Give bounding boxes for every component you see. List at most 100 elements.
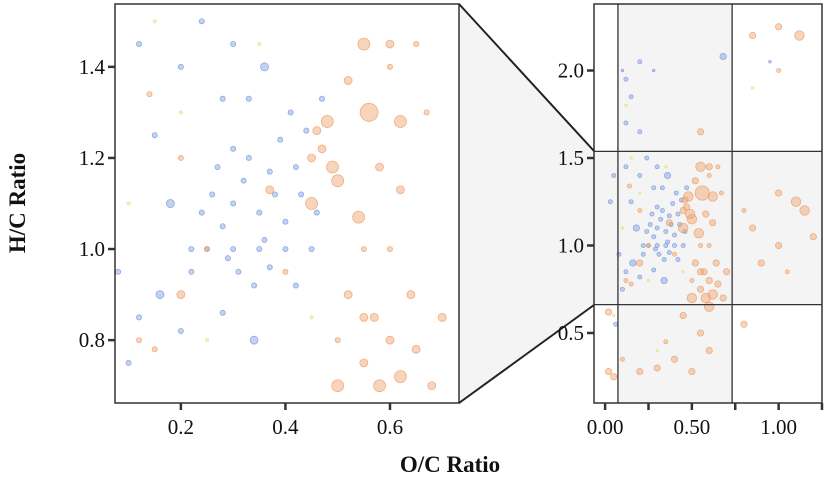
x-tick-label: 0.6 xyxy=(377,415,403,439)
data-point-blue xyxy=(188,246,195,252)
data-point-blue xyxy=(235,268,242,275)
data-point-blue xyxy=(292,164,299,171)
data-point-orange xyxy=(605,367,613,376)
data-point-blue xyxy=(620,286,625,292)
data-point-orange xyxy=(359,103,379,122)
data-point-orange xyxy=(636,367,644,376)
data-point-blue xyxy=(266,168,273,175)
data-point-orange xyxy=(305,197,318,210)
y-axis-title: H/C Ratio xyxy=(5,153,30,253)
data-point-blue xyxy=(620,68,625,73)
data-point-blue xyxy=(644,229,650,234)
data-point-orange xyxy=(784,269,790,275)
data-point-blue xyxy=(628,94,634,100)
zoomed-panel-axes: 0.2 0.4 0.6 0.8 1.0 1.2 1.4 xyxy=(79,55,403,439)
data-point-blue xyxy=(260,62,269,72)
full-panel-background xyxy=(594,4,822,403)
data-point-blue xyxy=(230,246,237,252)
data-point-orange xyxy=(343,76,353,85)
data-point-orange xyxy=(204,246,210,252)
data-point-blue xyxy=(672,243,677,248)
data-point-orange xyxy=(707,191,718,202)
data-point-blue xyxy=(251,282,258,289)
data-point-yellow xyxy=(620,226,625,230)
data-point-orange xyxy=(317,144,327,154)
data-point-orange xyxy=(646,243,651,248)
data-point-blue xyxy=(256,209,263,216)
data-point-blue xyxy=(313,209,320,216)
data-point-blue xyxy=(644,155,650,161)
data-point-orange xyxy=(665,219,673,227)
data-point-blue xyxy=(664,171,672,180)
data-point-orange xyxy=(704,301,715,312)
data-point-blue xyxy=(115,268,122,275)
data-point-blue xyxy=(219,95,226,102)
data-point-blue xyxy=(654,243,660,248)
data-point-blue xyxy=(623,269,629,275)
data-point-orange xyxy=(700,292,711,304)
data-point-orange xyxy=(605,308,613,316)
data-point-orange xyxy=(343,290,353,299)
data-point-orange xyxy=(719,294,727,302)
data-point-orange xyxy=(740,320,748,328)
data-point-blue xyxy=(668,222,674,227)
data-point-blue xyxy=(640,251,646,257)
data-point-orange xyxy=(809,233,817,241)
data-point-orange xyxy=(689,278,695,283)
data-point-orange xyxy=(790,196,802,207)
data-point-orange xyxy=(177,155,184,161)
data-point-orange xyxy=(693,228,704,239)
data-point-orange xyxy=(413,41,420,48)
data-point-blue xyxy=(308,246,315,252)
data-point-blue xyxy=(198,209,205,216)
data-point-orange xyxy=(373,379,386,393)
data-point-orange xyxy=(396,185,405,195)
data-point-yellow xyxy=(646,278,651,283)
data-point-orange xyxy=(136,337,142,344)
data-point-orange xyxy=(691,259,699,267)
zoomed-panel-points xyxy=(115,18,447,393)
x-tick-label: 1.00 xyxy=(760,415,797,439)
data-point-blue xyxy=(637,59,643,65)
data-point-orange xyxy=(387,246,393,252)
data-point-orange xyxy=(695,161,706,172)
x-axis-title: O/C Ratio xyxy=(400,452,500,477)
data-point-blue xyxy=(675,211,681,217)
data-point-orange xyxy=(775,189,783,197)
data-point-blue xyxy=(177,63,184,70)
data-point-blue xyxy=(224,255,231,262)
data-point-orange xyxy=(705,276,713,285)
data-point-orange xyxy=(723,268,731,276)
data-point-orange xyxy=(691,177,699,185)
data-point-yellow xyxy=(629,156,633,160)
y-tick-label: 1.5 xyxy=(558,146,584,170)
data-point-blue xyxy=(177,328,184,334)
y-tick-label: 2.0 xyxy=(558,59,584,83)
data-point-blue xyxy=(654,225,660,231)
data-point-orange xyxy=(423,109,430,116)
data-point-blue xyxy=(640,243,646,248)
zoom-connector-fill xyxy=(459,4,594,403)
data-point-blue xyxy=(209,191,216,198)
data-point-blue xyxy=(298,191,305,198)
data-point-orange xyxy=(702,210,710,218)
data-point-blue xyxy=(684,185,690,191)
data-point-orange xyxy=(628,281,634,287)
data-point-blue xyxy=(659,185,665,191)
data-point-blue xyxy=(623,76,629,82)
data-point-orange xyxy=(757,259,765,267)
data-point-blue xyxy=(282,246,289,252)
data-point-orange xyxy=(375,162,384,172)
data-point-orange xyxy=(705,346,713,355)
data-point-orange xyxy=(369,313,379,322)
data-point-blue xyxy=(672,232,677,238)
data-point-orange xyxy=(331,174,345,188)
data-point-orange xyxy=(331,379,345,393)
data-point-orange xyxy=(387,63,393,70)
data-point-orange xyxy=(265,185,275,195)
full-panel-points xyxy=(605,23,817,381)
data-point-orange xyxy=(709,219,717,227)
data-point-blue xyxy=(651,185,657,191)
data-point-orange xyxy=(706,173,712,178)
